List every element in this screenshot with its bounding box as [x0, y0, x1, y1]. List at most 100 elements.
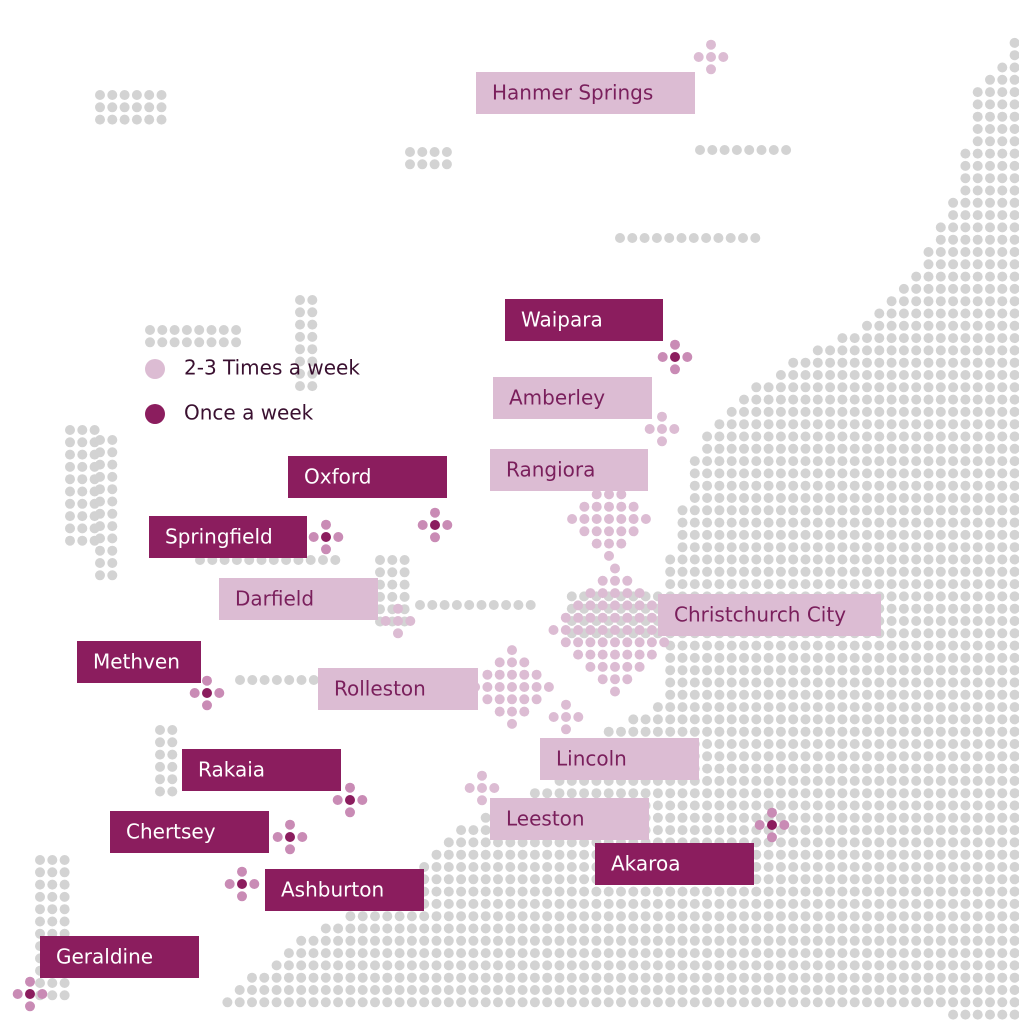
land-dot	[714, 775, 725, 786]
land-dot	[972, 985, 983, 995]
land-dot	[751, 517, 762, 528]
land-dot	[886, 591, 897, 602]
land-dot	[812, 554, 823, 565]
land-dot	[985, 136, 995, 147]
place-marker-dot	[417, 520, 428, 530]
land-dot	[923, 406, 934, 417]
land-dot	[345, 911, 356, 922]
land-dot	[911, 751, 922, 762]
land-dot	[997, 652, 1008, 663]
place-label-box	[77, 641, 201, 683]
place-marker-dot	[610, 625, 620, 635]
land-dot	[898, 923, 909, 934]
place-marker-dot	[237, 891, 247, 902]
land-dot	[800, 554, 811, 565]
land-dot	[167, 761, 178, 772]
land-dot	[935, 456, 946, 467]
land-dot	[107, 521, 118, 532]
land-dot	[628, 898, 639, 909]
land-dot	[800, 702, 811, 713]
place-label-box	[265, 869, 424, 911]
place: Waipara	[505, 299, 693, 375]
land-dot	[493, 948, 503, 959]
land-dot	[972, 271, 983, 282]
land-dot	[923, 972, 934, 983]
land-dot	[935, 825, 946, 836]
land-dot	[59, 978, 70, 988]
place-marker-dot	[706, 39, 716, 50]
place-marker-dot	[657, 352, 668, 362]
land-dot	[763, 960, 774, 971]
land-dot	[714, 739, 725, 749]
place-marker-dot	[597, 649, 608, 660]
land-dot	[849, 382, 860, 393]
land-dot	[456, 898, 467, 909]
land-dot	[689, 505, 700, 516]
land-dot	[923, 370, 934, 380]
land-dot	[960, 210, 971, 221]
land-dot	[985, 960, 995, 971]
place-label-box	[490, 449, 648, 491]
land-dot	[775, 837, 786, 848]
land-dot	[95, 545, 105, 556]
land-dot	[997, 862, 1008, 872]
land-dot	[923, 825, 934, 836]
land-dot	[837, 739, 848, 749]
land-dot	[775, 579, 786, 590]
land-dot	[997, 87, 1008, 98]
land-dot	[911, 825, 922, 836]
land-dot	[960, 517, 971, 528]
land-dot	[935, 517, 946, 528]
land-dot	[862, 923, 872, 934]
land-dot	[751, 542, 762, 553]
land-dot	[948, 603, 959, 614]
land-dot	[640, 935, 651, 946]
land-dot	[628, 997, 639, 1008]
land-dot	[677, 886, 688, 897]
land-dot	[702, 763, 713, 774]
land-dot	[689, 493, 700, 503]
land-dot	[77, 425, 88, 435]
land-dot	[554, 898, 565, 909]
place-marker-dot	[308, 532, 319, 542]
land-dot	[603, 935, 614, 946]
place-marker-dot	[585, 612, 596, 623]
land-dot	[468, 997, 479, 1008]
land-dot	[616, 886, 626, 897]
land-dot	[923, 283, 934, 294]
land-dot	[874, 689, 885, 700]
land-dot	[739, 886, 749, 897]
place-label-box	[40, 936, 199, 978]
land-dot	[218, 325, 229, 335]
land-dot	[468, 886, 479, 897]
land-dot	[898, 616, 909, 626]
land-dot	[763, 394, 774, 405]
land-dot	[480, 923, 491, 934]
land-dot	[394, 960, 405, 971]
land-dot	[751, 702, 762, 713]
land-dot	[935, 222, 946, 233]
place-marker-dot	[585, 661, 596, 672]
land-dot	[702, 800, 713, 811]
land-dot	[874, 468, 885, 479]
place-marker-dot	[507, 706, 517, 717]
land-dot	[812, 493, 823, 503]
land-dot	[948, 406, 959, 417]
land-dot	[517, 874, 528, 885]
place-label-box	[658, 594, 881, 636]
place-marker-dot	[657, 424, 667, 434]
place-marker-dot	[622, 637, 633, 648]
land-dot	[911, 394, 922, 405]
land-dot	[898, 911, 909, 922]
place-marker-dot	[610, 575, 620, 586]
land-dot	[419, 948, 430, 959]
land-dot	[948, 751, 959, 762]
land-dot	[1009, 677, 1019, 688]
land-dot	[464, 600, 475, 610]
land-dot	[800, 579, 811, 590]
land-dot	[911, 480, 922, 491]
land-dot	[702, 775, 713, 786]
land-dot	[714, 800, 725, 811]
place-marker-dot	[507, 718, 517, 729]
land-dot	[886, 468, 897, 479]
